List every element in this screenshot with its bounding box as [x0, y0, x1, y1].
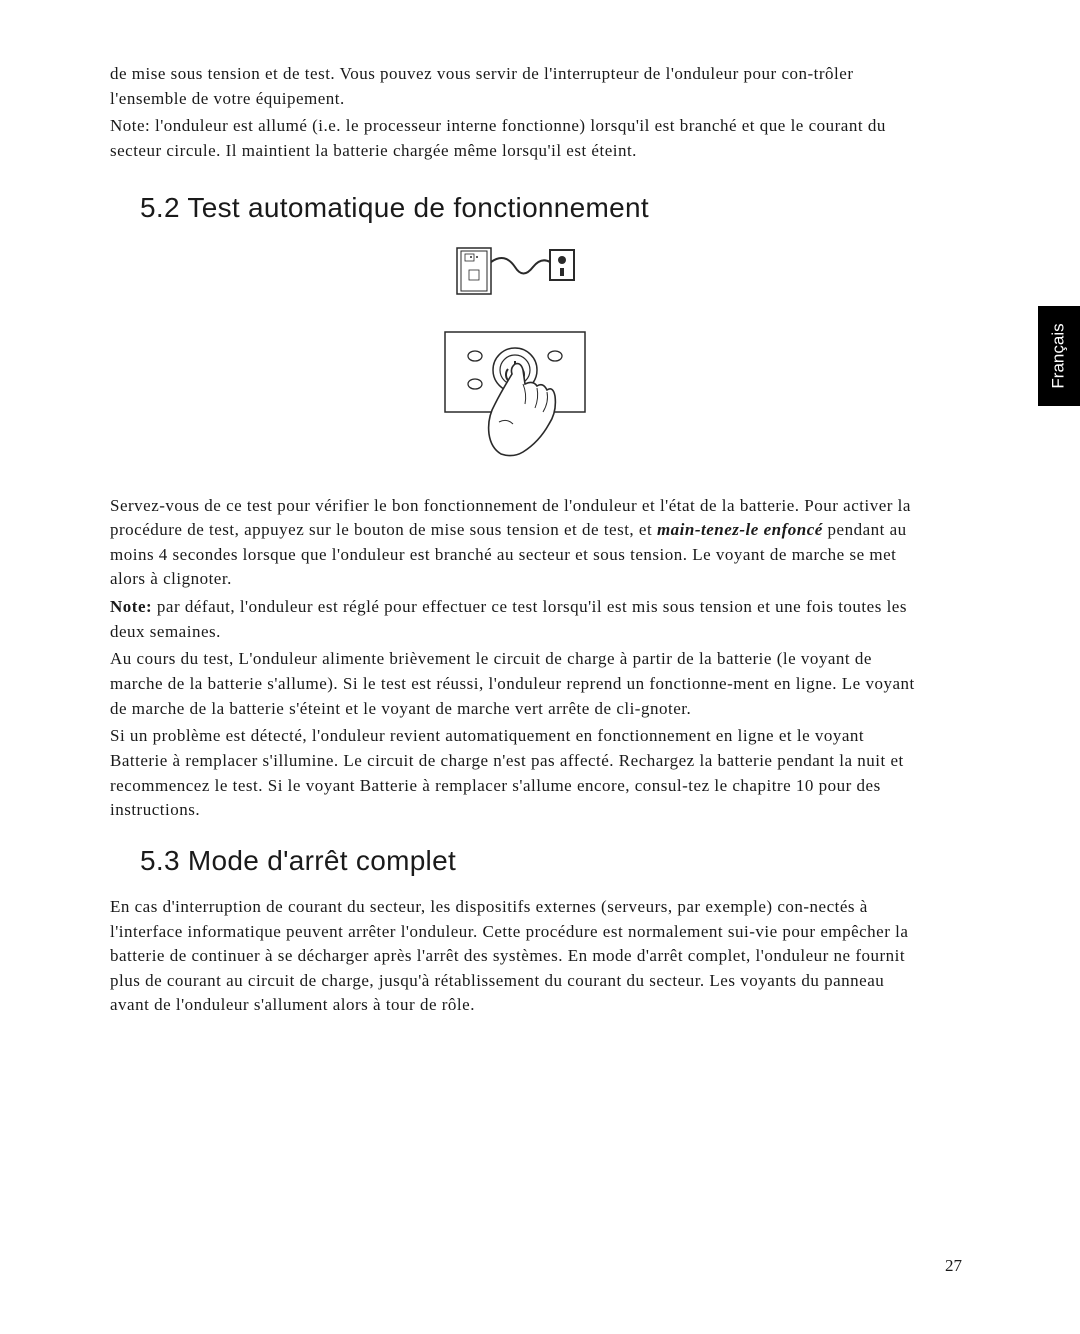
text-span: par défaut, l'onduleur est réglé pour ef…	[110, 597, 907, 641]
section-5-3-heading: 5.3 Mode d'arrêt complet	[140, 845, 920, 877]
section-5-2-p2: Note: par défaut, l'onduleur est réglé p…	[110, 595, 920, 644]
hand-press-illustration	[415, 324, 615, 474]
illustration-block	[110, 242, 920, 474]
language-tab-label: Français	[1049, 323, 1069, 388]
intro-paragraph-2: Note: l'onduleur est allumé (i.e. le pro…	[110, 114, 920, 163]
section-5-2-p3: Au cours du test, L'onduleur alimente br…	[110, 647, 920, 721]
section-5-2-p4: Si un problème est détecté, l'onduleur r…	[110, 724, 920, 823]
note-label: Note:	[110, 597, 152, 616]
section-5-2-heading: 5.2 Test automatique de fonctionnement	[140, 192, 920, 224]
section-5-2-p1: Servez-vous de ce test pour vérifier le …	[110, 494, 920, 593]
section-5-3-p1: En cas d'interruption de courant du sect…	[110, 895, 920, 1018]
language-tab: Français	[1038, 306, 1080, 406]
intro-paragraph-1: de mise sous tension et de test. Vous po…	[110, 62, 920, 111]
ups-outlet-illustration	[415, 242, 615, 312]
emphasis-maintenez: main-tenez-le enfoncé	[657, 520, 823, 539]
page-number: 27	[945, 1256, 962, 1276]
